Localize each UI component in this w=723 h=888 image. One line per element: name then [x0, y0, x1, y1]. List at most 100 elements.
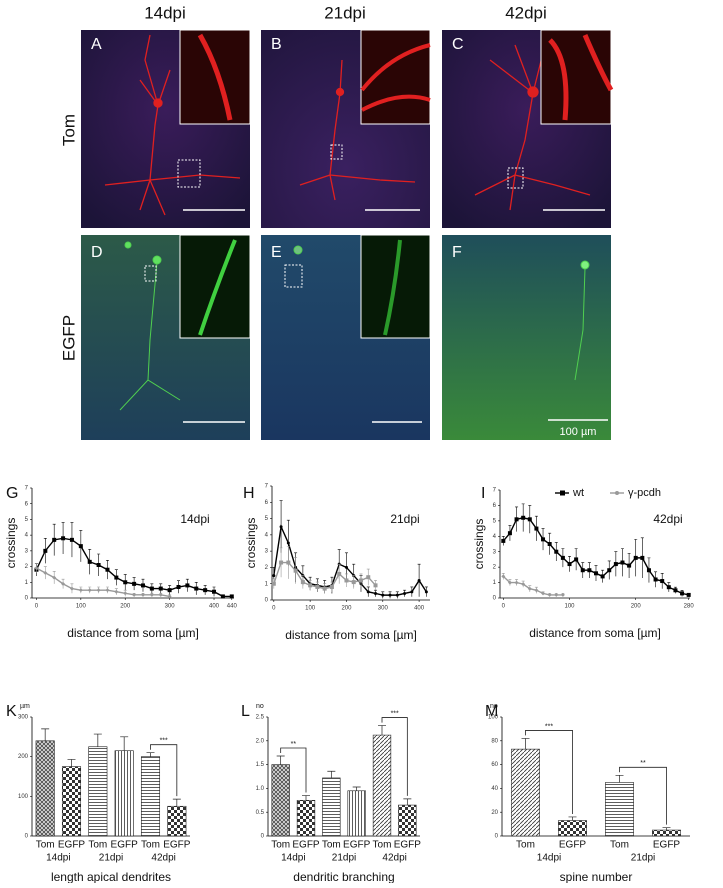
- group-label: 21dpi: [332, 853, 356, 864]
- marker: [194, 586, 199, 591]
- y-tick-label: 3: [25, 548, 29, 554]
- significance-bracket: [280, 747, 307, 793]
- marker: [132, 581, 137, 586]
- marker: [96, 563, 101, 567]
- x-tick-label: 0: [35, 604, 39, 610]
- y-tick-label: 2.5: [256, 715, 265, 721]
- bar: [61, 766, 82, 837]
- bar: [114, 750, 134, 837]
- inset-dendrite: [383, 239, 402, 336]
- y-tick-label: 0: [495, 834, 499, 840]
- x-tick-label: EGFP: [394, 840, 422, 851]
- y-tick-label: 4: [493, 534, 497, 540]
- panel-letter: M: [485, 703, 498, 720]
- marker: [646, 568, 651, 573]
- marker: [374, 591, 378, 595]
- marker: [534, 588, 539, 593]
- x-tick-label: 200: [631, 604, 642, 610]
- marker: [322, 586, 327, 591]
- y-tick-label: 1.5: [256, 762, 265, 768]
- bar: [652, 829, 681, 837]
- marker: [203, 588, 208, 593]
- x-tick-label: EGFP: [292, 840, 320, 851]
- micrograph: [442, 235, 611, 440]
- x-tick-label: 440: [227, 604, 238, 610]
- panel-letter: D: [91, 244, 103, 261]
- marker: [123, 580, 128, 585]
- marker: [501, 574, 506, 579]
- significance-bracket: [619, 766, 667, 825]
- marker: [300, 580, 305, 585]
- marker: [34, 566, 39, 571]
- marker: [547, 592, 552, 597]
- panel-letter: L: [241, 703, 250, 720]
- significance-bracket: [381, 717, 408, 796]
- legend-label: wt: [572, 487, 584, 499]
- error-bar: [41, 728, 50, 741]
- marker: [660, 579, 665, 584]
- marker: [132, 592, 137, 597]
- marker: [293, 568, 298, 573]
- error-bar: [120, 736, 129, 751]
- scale-label: 100 µm: [560, 426, 597, 438]
- y-tick-label: 7: [265, 484, 269, 490]
- marker: [587, 568, 592, 573]
- x-tick-label: 100: [565, 604, 576, 610]
- y-tick-label: 3: [265, 549, 269, 555]
- y-tick-label: 1.0: [256, 786, 265, 792]
- series-line: [273, 524, 427, 596]
- error-bar: [352, 786, 361, 791]
- panel-letter: H: [243, 485, 255, 502]
- marker: [43, 570, 48, 575]
- inset-dendrite: [197, 33, 233, 121]
- marker: [607, 568, 612, 573]
- column-header: 42dpi: [505, 3, 547, 22]
- y-tick-label: 100: [488, 715, 499, 721]
- x-tick-label: 0: [502, 604, 506, 610]
- marker: [403, 591, 407, 595]
- bar: [398, 804, 417, 837]
- marker: [410, 590, 414, 594]
- bar: [140, 756, 161, 837]
- bar: [372, 734, 392, 837]
- y-tick-label: 1: [493, 580, 497, 586]
- group-label: 21dpi: [631, 853, 655, 864]
- marker: [424, 590, 428, 594]
- marker: [61, 536, 66, 541]
- x-tick-label: Tom: [322, 840, 341, 851]
- y-axis-label: crossings: [4, 518, 18, 569]
- marker: [507, 531, 512, 536]
- marker: [69, 537, 74, 542]
- marker: [373, 583, 378, 588]
- y-tick-label: 100: [18, 794, 29, 800]
- marker: [560, 555, 565, 560]
- group-label: 21dpi: [99, 853, 123, 864]
- row-label: EGFP: [59, 315, 78, 361]
- annotation: 14dpi: [180, 512, 209, 526]
- marker: [167, 588, 172, 593]
- x-tick-label: 400: [414, 606, 425, 612]
- marker: [78, 588, 83, 593]
- marker: [686, 592, 691, 597]
- y-tick-label: 0: [265, 598, 269, 604]
- x-tick-label: 200: [120, 604, 131, 610]
- marker: [388, 593, 392, 597]
- x-tick-label: EGFP: [653, 840, 681, 851]
- series-line: [502, 517, 689, 596]
- marker: [547, 542, 552, 546]
- y-tick-label: 60: [491, 762, 498, 768]
- bar: [511, 748, 540, 837]
- y-tick-label: 0: [25, 596, 29, 602]
- marker: [653, 577, 658, 582]
- y-tick-label: 6: [265, 500, 269, 506]
- x-tick-label: EGFP: [163, 840, 191, 851]
- neuron: [104, 34, 591, 216]
- bar: [322, 777, 341, 837]
- y-tick-label: 200: [18, 754, 29, 760]
- annotation: 21dpi: [390, 512, 419, 526]
- y-tick-label: 7: [25, 486, 29, 492]
- series-line: [36, 567, 170, 598]
- bar: [296, 799, 316, 837]
- x-axis-label: distance from soma [µm]: [67, 626, 199, 640]
- marker: [358, 578, 363, 583]
